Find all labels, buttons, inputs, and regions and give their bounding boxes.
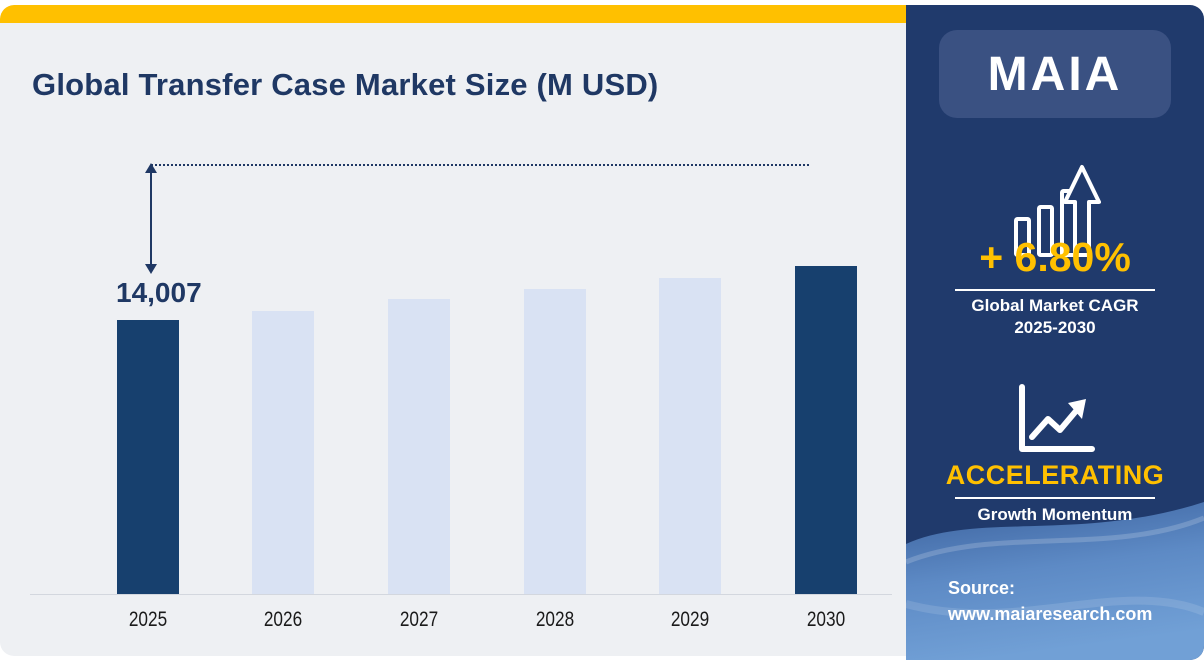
momentum-value: ACCELERATING (945, 460, 1165, 490)
cagr-caption-line2: 2025-2030 (1014, 318, 1096, 337)
target-dotted-line (151, 164, 809, 166)
cagr-caption-line1: Global Market CAGR (971, 296, 1139, 315)
source-block: Source: www.maiaresearch.com (948, 575, 1152, 627)
source-url: www.maiaresearch.com (948, 604, 1153, 624)
page-title: Global Transfer Case Market Size (M USD) (32, 67, 659, 102)
value-label-2025: 14,007 (116, 277, 202, 308)
x-tick-2026: 2026 (263, 608, 303, 631)
bar-2026 (252, 311, 314, 594)
momentum-caption: Growth Momentum (977, 505, 1133, 524)
maia-logo-text: MAIA (987, 47, 1123, 101)
trend-line-icon (1019, 384, 1095, 452)
sidebar: MAIA + 6.80% Global Market CAGR 2025-203… (906, 5, 1204, 660)
x-tick-2027: 2027 (399, 608, 439, 631)
chart-panel: Global Transfer Case Market Size (M USD)… (0, 5, 906, 656)
x-tick-2030: 2030 (806, 608, 846, 631)
bar-2030 (795, 266, 857, 594)
source-label: Source: (948, 578, 1016, 598)
bar-2029 (659, 278, 721, 594)
maia-logo-badge: MAIA (939, 30, 1171, 118)
swoosh-graphic (906, 502, 1204, 660)
growth-range-arrow (145, 163, 157, 274)
momentum-divider (955, 497, 1155, 499)
x-tick-2028: 2028 (535, 608, 575, 631)
cagr-divider (955, 289, 1155, 291)
bar-chart-up-arrow-icon (1014, 165, 1101, 257)
x-tick-2025: 2025 (128, 608, 168, 631)
x-axis-line (30, 594, 892, 595)
cagr-value: + 6.80% (979, 234, 1131, 280)
bar-2025 (117, 320, 179, 594)
bar-2027 (388, 299, 450, 594)
plot-area: 14,007 2025 2026 2027 2028 2029 2030 (0, 5, 906, 656)
bar-2028 (524, 289, 586, 594)
top-accent-bar (0, 5, 906, 23)
x-tick-2029: 2029 (670, 608, 710, 631)
